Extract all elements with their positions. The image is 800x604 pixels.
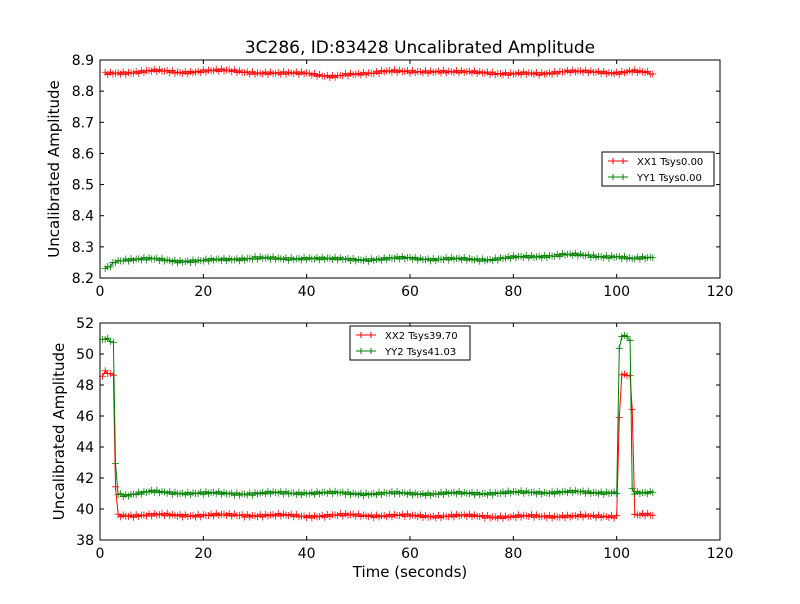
data-point-marker xyxy=(615,344,623,352)
x-tick-label: 40 xyxy=(298,284,316,300)
y-tick-label: 8.5 xyxy=(72,178,94,194)
x-tick-label: 60 xyxy=(401,546,419,562)
chart-panel-1: 0 20 40 60 80 100 120 8.2 8.3 8.4 8.5 8.6 8.7 8.8 8.9 3… xyxy=(45,38,733,300)
x-tick-label: 120 xyxy=(707,284,734,300)
data-point-marker xyxy=(106,338,114,346)
data-point-marker xyxy=(613,512,621,520)
x-tick-label: 20 xyxy=(194,546,212,562)
y-tick-label: 44 xyxy=(76,440,94,456)
plot-area xyxy=(101,65,657,273)
legend-marker xyxy=(612,158,624,164)
data-point-marker xyxy=(106,370,114,378)
data-point-marker xyxy=(109,338,117,346)
x-tick-label: 0 xyxy=(96,546,105,562)
y-axis-title: Uncalibrated Amplitude xyxy=(45,80,63,257)
y-tick-label: 42 xyxy=(76,471,94,487)
y-tick-label: 52 xyxy=(76,316,94,332)
y-tick-label: 8.9 xyxy=(72,53,94,69)
data-point-marker xyxy=(628,485,636,493)
legend-label: YY2 Tsys41.03 xyxy=(384,347,456,358)
legend-marker xyxy=(360,348,372,354)
legend-label: XX2 Tsys39.70 xyxy=(385,331,458,342)
data-point-marker xyxy=(649,489,657,497)
y-tick-label: 50 xyxy=(76,347,94,363)
x-tick-label: 100 xyxy=(603,546,630,562)
data-point-marker xyxy=(112,459,119,467)
data-point-marker xyxy=(615,413,623,421)
x-tick-label: 60 xyxy=(401,284,419,300)
series-1-1 xyxy=(101,65,657,82)
y-tick-label: 8.4 xyxy=(72,209,94,225)
x-tick-label: 100 xyxy=(603,284,630,300)
data-point-marker xyxy=(613,490,621,498)
y-tick-label: 8.6 xyxy=(72,146,94,162)
x-tick-label: 80 xyxy=(504,546,522,562)
y-tick-label: 40 xyxy=(76,502,94,518)
data-point-marker xyxy=(649,70,657,78)
series-line xyxy=(102,369,653,520)
y-tick-label: 8.3 xyxy=(72,240,94,256)
legend-box xyxy=(601,151,715,187)
data-point-marker xyxy=(628,405,636,413)
legend: XX2 Tsys39.70 YY2 Tsys41.03 xyxy=(349,325,471,361)
x-tick-label: 120 xyxy=(707,546,734,562)
legend-marker xyxy=(360,332,372,338)
chart-panel-2: 0 20 40 60 80 100 120 38 40 42 44 46 48 50 52 Time (sec… xyxy=(50,316,733,581)
y-tick-label: 46 xyxy=(76,409,94,425)
chart-title: 3C286, ID:83428 Uncalibrated Amplitude xyxy=(245,38,595,58)
data-point-marker xyxy=(649,254,657,262)
x-tick-label: 80 xyxy=(504,284,522,300)
data-point-marker xyxy=(649,511,657,519)
legend-marker xyxy=(612,174,624,180)
y-tick-label: 8.8 xyxy=(72,84,94,100)
legend: XX1 Tsys0.00 YY1 Tsys0.00 xyxy=(601,151,715,187)
x-tick-label: 40 xyxy=(298,546,316,562)
y-tick-label: 8.2 xyxy=(72,271,94,287)
x-axis-title: Time (seconds) xyxy=(352,563,468,581)
series-2-1 xyxy=(99,367,657,522)
x-tick-label: 0 xyxy=(96,284,105,300)
x-tick-label: 20 xyxy=(194,284,212,300)
legend-label: XX1 Tsys0.00 xyxy=(637,157,703,168)
y-tick-label: 38 xyxy=(76,533,94,549)
data-point-marker xyxy=(626,337,634,345)
y-tick-label: 48 xyxy=(76,378,94,394)
series-1-2 xyxy=(101,249,657,273)
legend-box xyxy=(349,325,471,361)
y-tick-label: 8.7 xyxy=(72,115,94,131)
data-point-marker xyxy=(106,263,114,271)
legend-label: YY1 Tsys0.00 xyxy=(636,173,702,184)
series-2-2 xyxy=(99,331,657,501)
data-point-marker xyxy=(623,333,631,341)
plot-area xyxy=(99,331,657,522)
y-axis-title: Uncalibrated Amplitude xyxy=(50,343,68,520)
